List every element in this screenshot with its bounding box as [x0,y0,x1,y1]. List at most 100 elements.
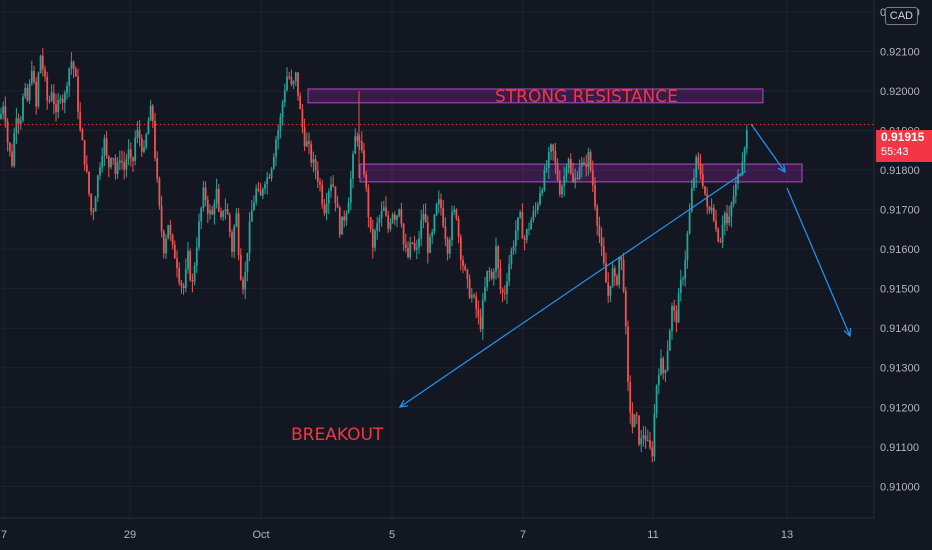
candle-body [347,202,350,214]
candle-body [224,209,227,211]
candle-body [741,161,744,175]
candle-body [409,242,412,258]
candle-body [6,121,9,143]
candle-body [61,98,64,103]
current-price-tag: 0.91915 55:43 [876,130,932,162]
candle-body [154,120,156,158]
candle-body [352,153,354,179]
candle-body [490,271,493,279]
candle-body [455,209,458,219]
candle-body [332,184,335,187]
candle-body [354,136,357,154]
candle-body [429,236,431,253]
candle-body [479,316,482,330]
candle-body [684,260,687,279]
candle-body [585,164,588,167]
candle-body [233,226,236,252]
candle-body [52,92,55,105]
candle-body [618,256,621,285]
candle-body [327,190,330,204]
candle-body [83,140,86,165]
candle-body [646,440,649,442]
candle-body [620,256,623,261]
candle-body [206,199,209,214]
candle-body [39,55,42,74]
candle-body [635,414,638,416]
candle-body [349,178,352,203]
candle-body [44,69,46,77]
candle-body [325,203,328,214]
y-tick-label: 0.91000 [880,481,920,493]
x-tick-label: 5 [389,529,395,541]
candle-body [74,69,77,77]
candle-body [642,435,645,439]
x-axis-labels: 7 29 Oct 5 7 11 13 [1,529,793,541]
candle-body [541,189,544,194]
candle-body [2,106,5,114]
candle-body [376,222,379,231]
candle-body [310,143,313,163]
candle-body [437,199,440,205]
candle-body [543,169,546,190]
candle-body [330,184,332,191]
candle-body [567,159,570,169]
candle-body [565,168,568,177]
candle-body [497,246,500,269]
candle-body [365,174,368,188]
candle-body [156,157,159,179]
candle-body [510,250,513,265]
candle-body [607,282,610,296]
candle-body [90,193,93,212]
candle-body [116,162,119,175]
candle-body [138,129,141,139]
candle-body [96,175,99,198]
candle-body [127,149,130,160]
candle-body [545,167,548,170]
currency-button[interactable]: CAD [884,7,918,25]
candle-body [462,259,464,266]
candle-body [550,144,552,153]
candle-body [651,447,654,457]
candle-body [532,211,535,221]
candle-body [81,129,84,141]
candle-body [688,211,691,234]
candle-body [732,195,735,204]
candle-body [33,71,35,82]
target-arrow-head [843,327,851,338]
candle-body [644,435,647,441]
candle-body [448,240,451,254]
candle-body [631,412,634,427]
candle-body [312,159,315,163]
candle-countdown: 55:43 [881,146,909,158]
candle-body [536,204,539,210]
y-tick-label: 0.91100 [880,442,919,454]
candle-body [402,223,405,245]
candle-body [79,111,82,130]
candle-body [508,264,511,282]
candle-body [446,238,449,254]
candle-body [627,326,629,382]
candle-body [345,213,348,221]
candle-body [367,187,370,217]
candle-body [103,138,106,156]
x-tick-label: 29 [124,529,136,541]
candle-body [398,209,401,216]
candle-body [440,199,442,208]
candle-body [11,151,13,166]
candle-body [673,305,676,311]
candle-body [413,243,416,250]
candle-body [580,162,583,168]
candle-body [215,188,218,204]
candle-body [743,148,746,162]
candle-body [222,210,225,218]
candle-body [151,105,154,121]
candle-body [431,231,434,237]
candle-body [88,171,90,194]
candle-body [19,120,22,124]
candle-body [374,230,376,248]
candle-body [136,129,139,138]
grid-lines [0,0,874,518]
candle-body [380,210,383,219]
candle-body [503,292,506,294]
